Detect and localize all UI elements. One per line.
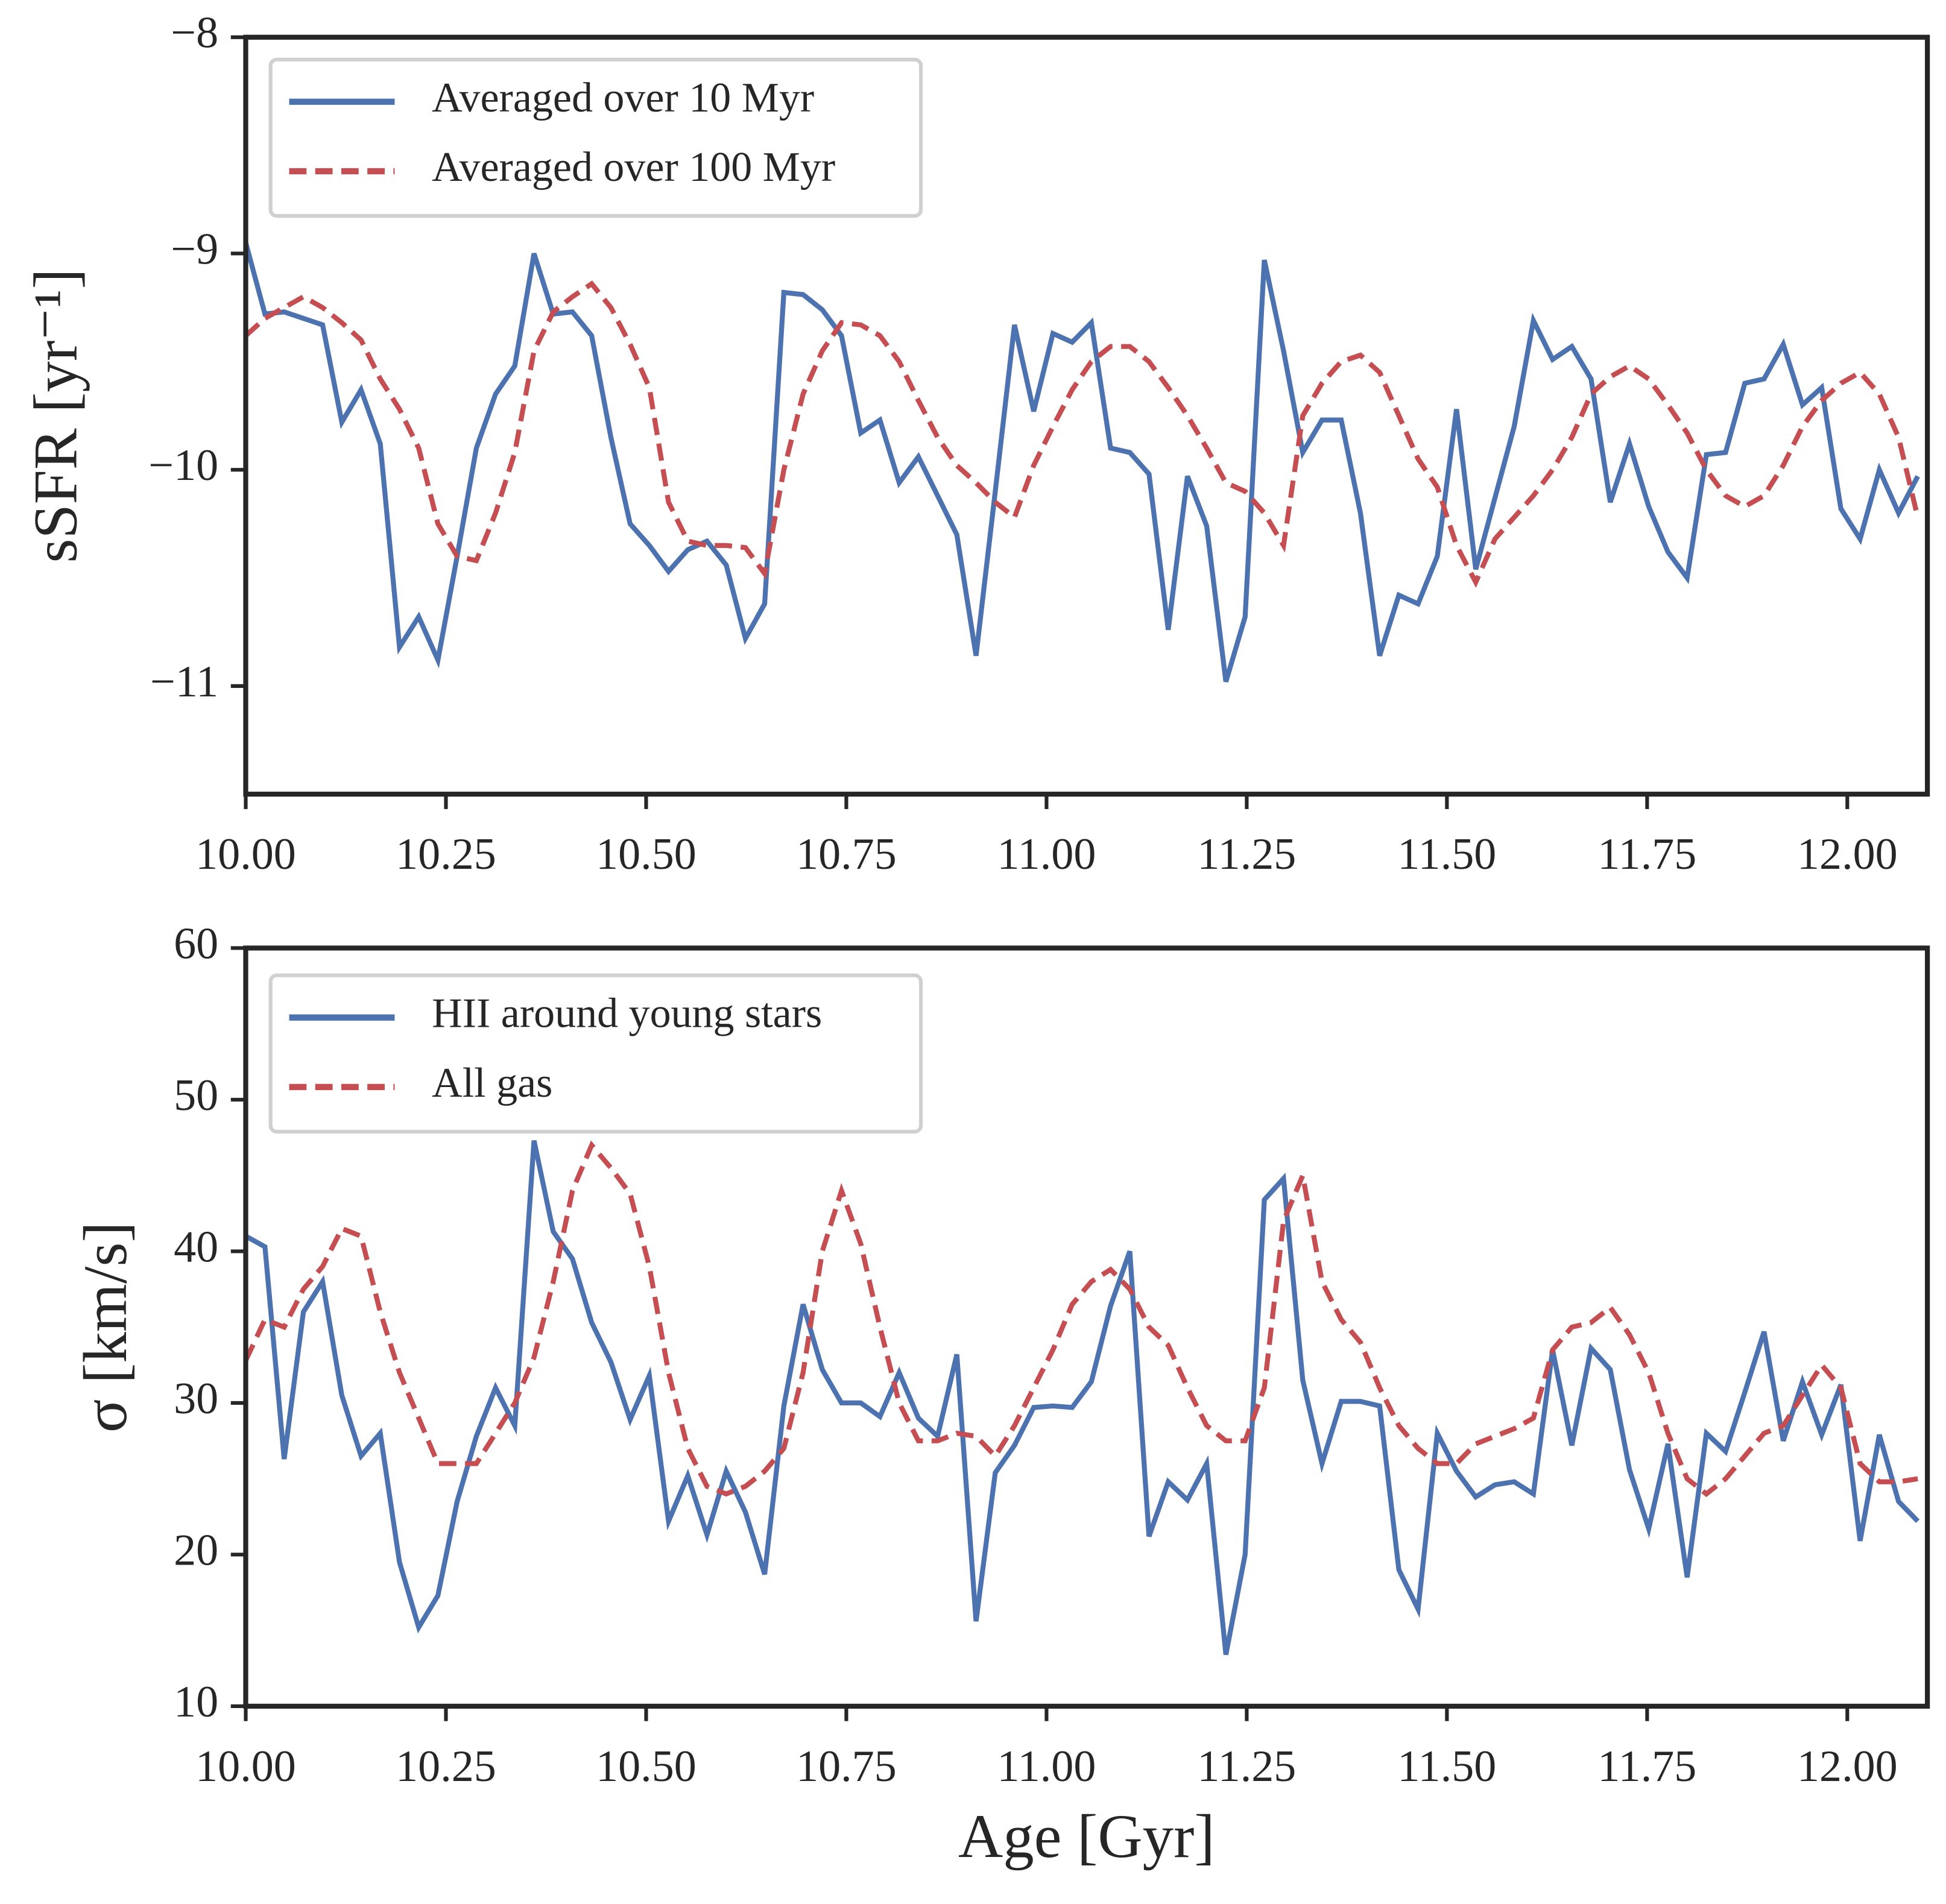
x-tick-label: 12.00 — [1797, 830, 1898, 879]
x-tick-label: 11.50 — [1397, 830, 1496, 879]
legend-label: All gas — [432, 1060, 552, 1106]
x-tick-label: 10.00 — [195, 1742, 296, 1791]
x-tick-label: 11.25 — [1197, 1742, 1296, 1791]
y-tick-label: 50 — [174, 1071, 218, 1120]
series-line — [245, 242, 1920, 682]
series-line — [245, 1140, 1918, 1498]
x-axis-label: Age [Gyr] — [958, 1802, 1215, 1871]
y-tick-label: 30 — [174, 1374, 218, 1423]
x-tick-label: 11.25 — [1197, 830, 1296, 879]
axes-frame — [243, 34, 1930, 797]
x-tick-label: 10.75 — [796, 830, 897, 879]
x-tick-label: 11.50 — [1397, 1742, 1496, 1791]
x-tick-label: 11.75 — [1597, 830, 1696, 879]
x-tick-label: 11.00 — [997, 1742, 1096, 1791]
y-tick-label: −8 — [171, 8, 218, 58]
y-tick-label: 60 — [174, 919, 218, 968]
legend-label: Averaged over 100 Myr — [432, 144, 835, 191]
x-tick-label: 10.25 — [396, 830, 496, 879]
y-tick-label: −11 — [150, 657, 218, 707]
legend-box — [268, 973, 923, 1134]
axes-frame — [243, 945, 1930, 1709]
y-tick-label: 10 — [174, 1677, 218, 1727]
legend: Averaged over 10 Myr Averaged over 100 My… — [268, 57, 923, 218]
y-tick-label: 20 — [174, 1525, 218, 1575]
x-tick-label: 10.50 — [596, 1742, 697, 1791]
plot-0: 10.00 10.25 10.50 10.75 11.00 11.25 11.50 11.75… — [22, 8, 1930, 879]
x-tick-label: 10.00 — [195, 830, 296, 879]
y-tick-label: −9 — [171, 224, 218, 274]
legend: HII around young stars All gas — [268, 973, 923, 1134]
x-tick-label: 10.75 — [796, 1742, 897, 1791]
legend-box — [268, 57, 923, 218]
y-tick-label: −10 — [148, 441, 218, 490]
x-tick-label: 10.25 — [396, 1742, 496, 1791]
x-tick-label: 11.00 — [997, 830, 1096, 879]
plot-1: 10.00 10.25 10.50 10.75 11.00 11.25 11.50 11.75… — [71, 919, 1930, 1871]
y-tick-label: 40 — [174, 1222, 218, 1272]
x-tick-label: 12.00 — [1797, 1742, 1898, 1791]
y-axis-label: sSFR [yr⁻¹] — [22, 268, 90, 563]
x-tick-label: 11.75 — [1597, 1742, 1696, 1791]
y-axis-label: σ [km/s] — [71, 1222, 140, 1433]
series-line — [245, 280, 1921, 588]
legend-label: Averaged over 10 Myr — [432, 75, 814, 121]
series-line — [245, 1140, 1920, 1656]
x-tick-label: 10.50 — [596, 830, 697, 879]
legend-label: HII around young stars — [432, 991, 822, 1037]
